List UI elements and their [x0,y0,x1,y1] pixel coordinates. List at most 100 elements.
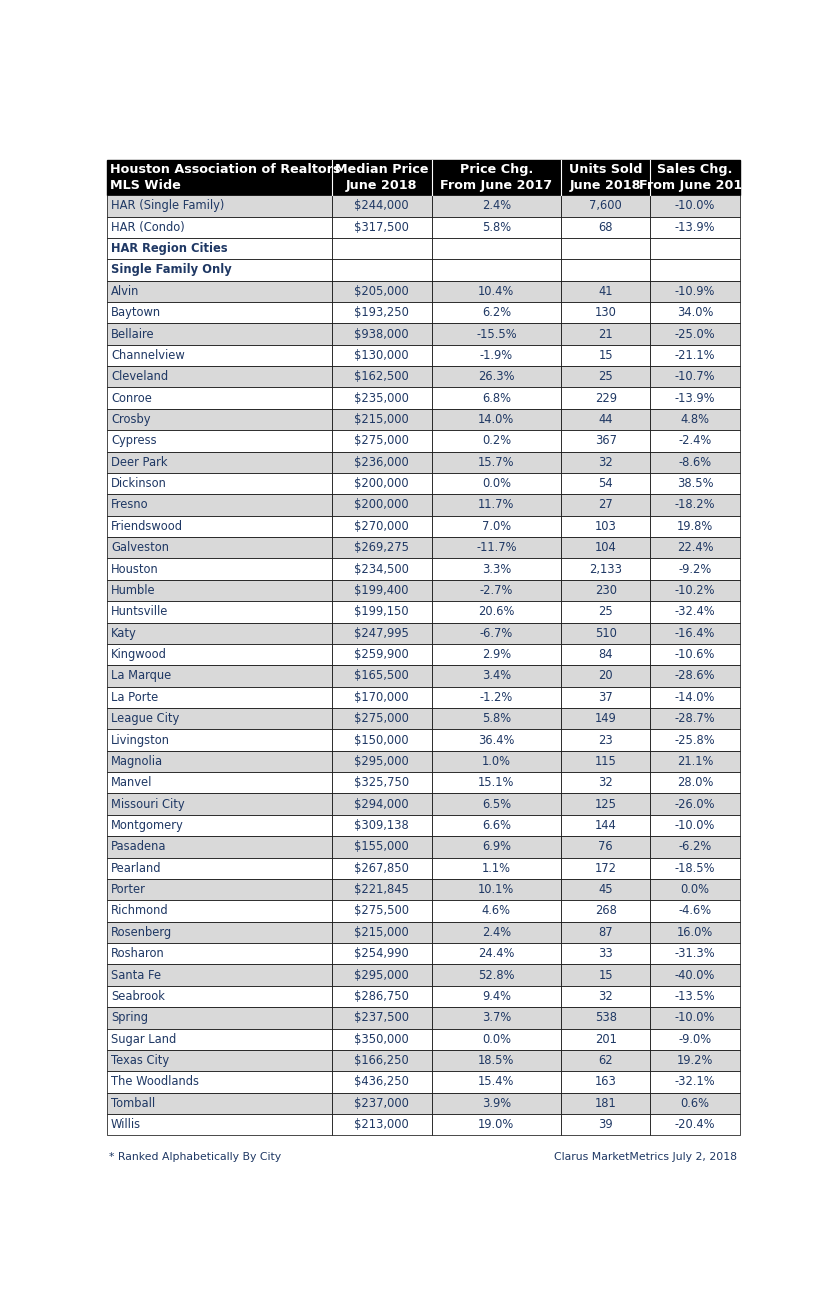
Bar [331,216,431,237]
Text: Houston Association of Realtors: Houston Association of Realtors [110,163,341,176]
Text: 54: 54 [599,478,613,491]
Text: Seabrook: Seabrook [111,991,165,1002]
Bar [561,516,650,537]
Bar [107,366,331,387]
Text: $254,990: $254,990 [354,947,409,960]
Bar [431,345,561,366]
Text: Spring: Spring [111,1012,148,1025]
Text: 0.2%: 0.2% [482,434,511,447]
Text: 45: 45 [599,883,613,896]
Bar [431,495,561,516]
Bar [107,451,331,472]
Bar [561,686,650,708]
Bar [650,601,739,622]
Text: -9.0%: -9.0% [678,1033,711,1046]
Text: 18.5%: 18.5% [478,1054,515,1067]
Text: Friendswood: Friendswood [111,520,183,533]
Text: 3.9%: 3.9% [482,1097,511,1110]
Text: 2.9%: 2.9% [482,648,511,661]
Text: 2,133: 2,133 [589,563,622,576]
Text: 7.0%: 7.0% [482,520,511,533]
Text: Crosby: Crosby [111,413,150,426]
Bar [431,601,561,622]
Text: MLS Wide: MLS Wide [110,180,181,192]
Bar [107,237,331,260]
Text: 52.8%: 52.8% [478,968,515,981]
Bar [107,1093,331,1114]
Bar [107,537,331,559]
Text: $221,845: $221,845 [354,883,409,896]
Text: 229: 229 [595,392,617,404]
Text: Huntsville: Huntsville [111,605,169,618]
Text: -13.9%: -13.9% [675,392,715,404]
Bar [650,985,739,1008]
Bar [561,302,650,323]
Bar [431,260,561,281]
Text: Fresno: Fresno [111,499,149,512]
Text: -16.4%: -16.4% [675,627,715,640]
Bar [561,836,650,858]
Text: $170,000: $170,000 [354,691,409,703]
Text: $236,000: $236,000 [354,455,409,468]
Text: -28.7%: -28.7% [675,712,715,726]
Bar [650,345,739,366]
Text: 26.3%: 26.3% [478,370,515,383]
Text: $436,250: $436,250 [354,1076,409,1089]
Bar [561,858,650,879]
Text: 6.9%: 6.9% [482,841,510,853]
Bar [331,836,431,858]
Bar [331,985,431,1008]
Bar [107,858,331,879]
Bar [107,921,331,943]
Text: Katy: Katy [111,627,137,640]
Bar [650,1071,739,1093]
Text: La Porte: La Porte [111,691,159,703]
Bar [650,195,739,216]
Text: 1.0%: 1.0% [482,754,510,768]
Bar [650,537,739,559]
Bar [561,237,650,260]
Text: 103: 103 [595,520,617,533]
Bar [650,1050,739,1071]
Text: -6.2%: -6.2% [678,841,711,853]
Text: 163: 163 [595,1076,617,1089]
Text: $193,250: $193,250 [354,306,409,319]
Bar [431,622,561,644]
Bar [561,495,650,516]
Text: 23: 23 [598,733,613,747]
Bar [561,771,650,794]
Bar [650,900,739,921]
Text: -11.7%: -11.7% [476,542,516,554]
Bar [650,879,739,900]
Bar [331,302,431,323]
Bar [331,665,431,686]
Text: -9.2%: -9.2% [678,563,711,576]
Bar [107,387,331,409]
Bar [650,771,739,794]
Text: 15: 15 [599,349,613,362]
Bar [107,771,331,794]
Text: 6.6%: 6.6% [482,819,510,832]
Text: 6.8%: 6.8% [482,392,510,404]
Bar [107,323,331,345]
Text: 2.4%: 2.4% [482,199,511,213]
Text: 538: 538 [595,1012,617,1025]
Bar [561,985,650,1008]
Text: 24.4%: 24.4% [478,947,515,960]
Text: 15.4%: 15.4% [478,1076,515,1089]
Text: Units Sold: Units Sold [569,163,643,176]
Bar [431,1093,561,1114]
Text: Houston: Houston [111,563,159,576]
Text: -6.7%: -6.7% [480,627,513,640]
Bar [650,451,739,472]
Text: $350,000: $350,000 [354,1033,409,1046]
Text: Single Family Only: Single Family Only [111,264,232,277]
Bar [650,387,739,409]
Bar [331,1029,431,1050]
Bar [431,836,561,858]
Bar [561,794,650,815]
Text: -32.4%: -32.4% [675,605,715,618]
Bar [431,900,561,921]
Text: Humble: Humble [111,584,155,597]
Bar [431,366,561,387]
